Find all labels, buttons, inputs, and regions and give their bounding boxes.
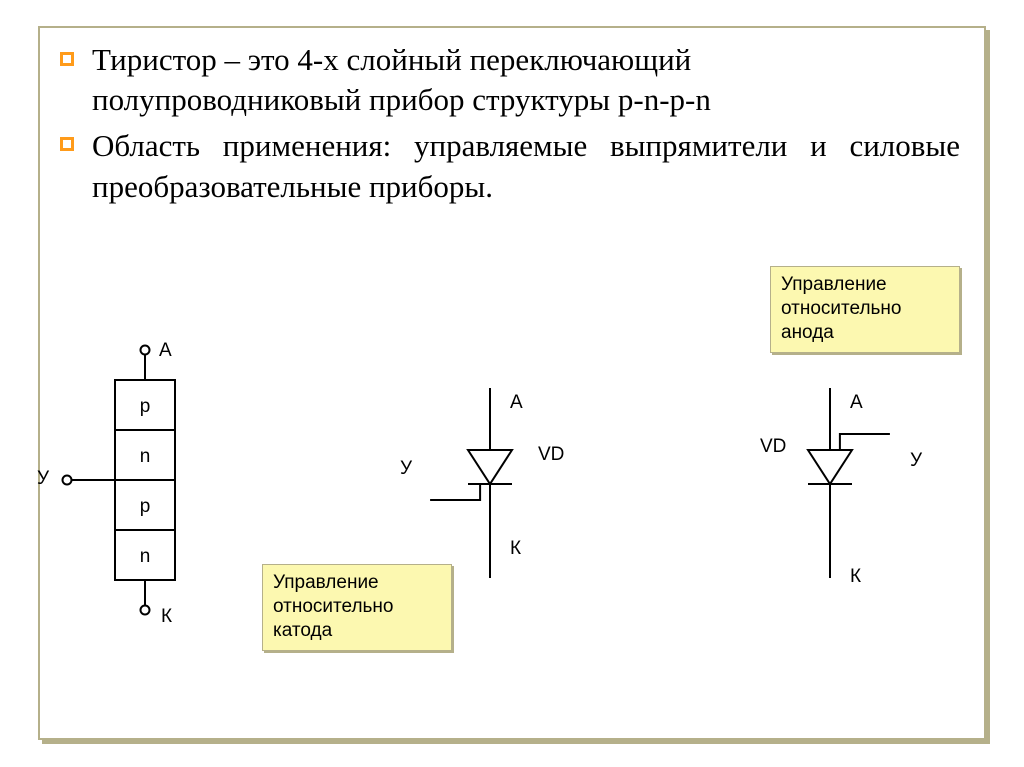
bullet-row-2: Область применения: управляемые выпрямит… <box>60 125 960 209</box>
structure-diagram: p n p n <box>50 330 230 700</box>
bullet-row-1: Тиристор – это 4-х слойный переключающий… <box>60 40 960 121</box>
sym-anode-label-A: А <box>850 392 863 414</box>
bullet-icon <box>60 52 74 66</box>
note-anode: Управлениеотносительноанода <box>770 266 960 353</box>
sym-cathode-label-A: А <box>510 392 523 414</box>
svg-text:n: n <box>140 446 151 467</box>
bullet-text-1: Тиристор – это 4-х слойный переключающий… <box>92 40 960 121</box>
bullet-icon <box>60 137 74 151</box>
thyristor-symbol-cathode-gate <box>380 378 600 608</box>
svg-text:p: p <box>140 496 151 517</box>
sym-cathode-label-U: У <box>400 458 412 480</box>
thyristor-symbol-anode-gate <box>720 378 940 608</box>
structure-label-A: А <box>159 340 172 362</box>
text-block: Тиристор – это 4-х слойный переключающий… <box>60 40 960 212</box>
bullet-text-2: Область применения: управляемые выпрямит… <box>92 125 960 209</box>
sym-anode-label-VD: VD <box>760 436 786 458</box>
sym-cathode-label-K: К <box>510 538 521 560</box>
structure-label-K: К <box>161 606 172 628</box>
svg-text:n: n <box>140 546 151 567</box>
slide: Тиристор – это 4-х слойный переключающий… <box>0 0 1024 767</box>
sym-anode-label-U: У <box>910 450 922 472</box>
sym-cathode-label-VD: VD <box>538 444 564 466</box>
sym-anode-label-K: К <box>850 566 861 588</box>
structure-label-U: У <box>37 468 49 490</box>
svg-text:p: p <box>140 396 151 417</box>
